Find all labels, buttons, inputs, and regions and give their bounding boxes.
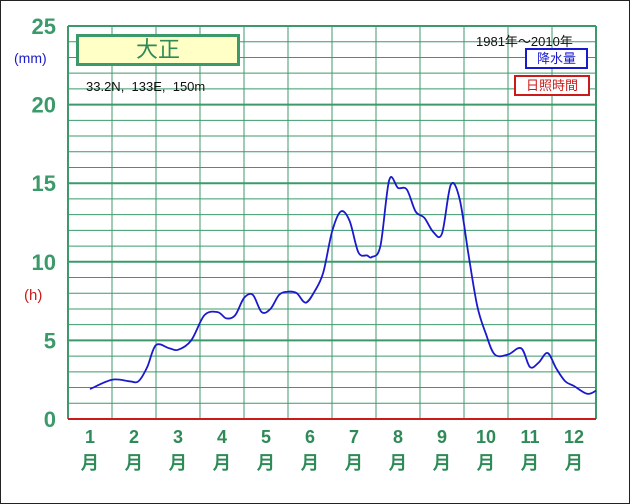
legend-precip-label: 降水量 bbox=[536, 51, 576, 66]
y-tick-label: 5 bbox=[44, 328, 56, 353]
y-tick-label: 10 bbox=[32, 250, 56, 275]
x-tick-label: 2 bbox=[129, 427, 139, 447]
x-tick-suffix: 月 bbox=[124, 453, 143, 473]
y-tick-label: 20 bbox=[32, 93, 56, 118]
x-tick-label: 4 bbox=[217, 427, 227, 447]
x-tick-label: 12 bbox=[564, 427, 584, 447]
y-tick-label: 25 bbox=[32, 14, 56, 39]
legend-sunshine-label: 日照時間 bbox=[525, 78, 578, 93]
legend-sunshine: 日照時間 bbox=[514, 75, 590, 96]
x-tick-suffix: 月 bbox=[80, 453, 99, 473]
x-tick-suffix: 月 bbox=[168, 453, 187, 473]
x-tick-label: 8 bbox=[393, 427, 403, 447]
x-tick-label: 10 bbox=[476, 427, 496, 447]
x-tick-suffix: 月 bbox=[476, 453, 495, 473]
x-tick-label: 5 bbox=[261, 427, 271, 447]
x-tick-label: 6 bbox=[305, 427, 315, 447]
x-tick-label: 1 bbox=[85, 427, 95, 447]
x-tick-label: 7 bbox=[349, 427, 359, 447]
x-tick-suffix: 月 bbox=[388, 453, 407, 473]
axis-layer: 0 5 10 15 20 25 1 月 2 月 3 月 4 月 5 月 6 月 7 月 8 月 9 月 10 月 11 月 12 月 bbox=[32, 14, 585, 473]
x-tick-suffix: 月 bbox=[520, 453, 539, 473]
x-tick-label: 11 bbox=[520, 427, 539, 447]
x-tick-suffix: 月 bbox=[564, 453, 583, 473]
station-title-box: 大正 bbox=[76, 34, 240, 66]
y-tick-label: 0 bbox=[44, 407, 56, 432]
x-tick-suffix: 月 bbox=[432, 453, 451, 473]
period-label: 1981年～2010年 bbox=[476, 34, 573, 49]
precip-line bbox=[89, 176, 597, 395]
station-location: 33.2N, 133E, 150m bbox=[86, 79, 206, 94]
y-unit-left: (mm) bbox=[14, 50, 47, 66]
x-tick-suffix: 月 bbox=[256, 453, 275, 473]
x-tick-suffix: 月 bbox=[212, 453, 231, 473]
x-tick-suffix: 月 bbox=[300, 453, 319, 473]
x-tick-label: 9 bbox=[437, 427, 447, 447]
station-name: 大正 bbox=[135, 37, 180, 62]
x-tick-label: 3 bbox=[173, 427, 183, 447]
legend-precip: 降水量 bbox=[525, 48, 588, 69]
x-tick-suffix: 月 bbox=[344, 453, 363, 473]
y-tick-label: 15 bbox=[32, 171, 56, 196]
y-unit-right: (h) bbox=[24, 287, 42, 304]
